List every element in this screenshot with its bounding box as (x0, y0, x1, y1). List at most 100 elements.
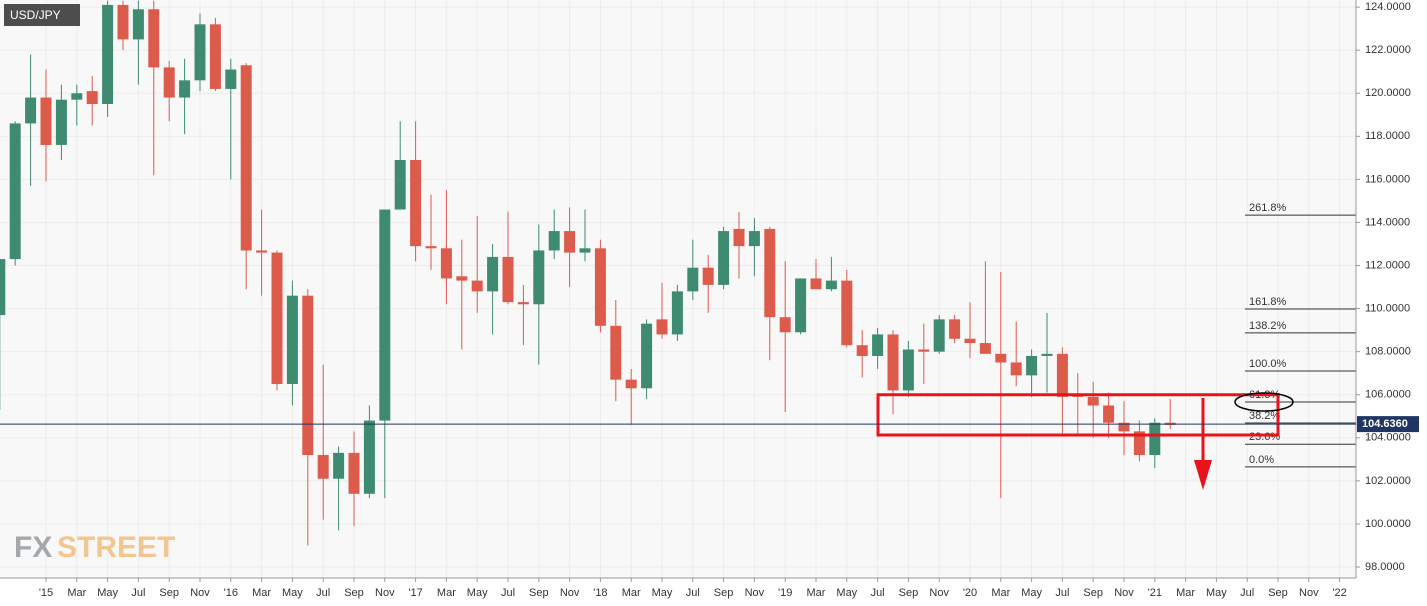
candle-body (471, 280, 483, 292)
candle-body (302, 295, 314, 456)
x-tick-label: Nov (929, 587, 949, 599)
grid (0, 0, 1356, 578)
candle-body (579, 248, 591, 253)
x-tick-label: Sep (1268, 587, 1288, 599)
arrow-head (1194, 460, 1212, 490)
candle-body (933, 319, 945, 352)
plot-background (0, 0, 1356, 578)
candle-body (256, 250, 268, 253)
y-tick-label: 106.0000 (1365, 389, 1411, 401)
x-tick-label: Sep (529, 587, 549, 599)
candle-body (1118, 422, 1130, 432)
x-tick-label: Jul (131, 587, 145, 599)
fib-label: 161.8% (1249, 296, 1287, 308)
candle-body (487, 256, 499, 292)
candle-body (1026, 355, 1038, 376)
candle-body (440, 248, 452, 279)
y-tick-label: 116.0000 (1365, 173, 1410, 185)
x-tick-label: Mar (437, 587, 456, 599)
x-tick-label: '16 (224, 587, 238, 599)
x-tick-label: Nov (1114, 587, 1134, 599)
candle-body (795, 278, 807, 333)
x-tick-label: '17 (408, 587, 422, 599)
candle-body (964, 338, 976, 344)
x-tick-label: Sep (714, 587, 734, 599)
candle-body (610, 325, 622, 380)
y-tick-label: 120.0000 (1365, 87, 1411, 99)
x-tick-label: Jul (501, 587, 515, 599)
candle-body (71, 93, 83, 100)
watermark-fx: FX (14, 531, 52, 564)
candle-body (102, 4, 114, 105)
y-tick-label: 112.0000 (1365, 259, 1410, 271)
candle-body (1103, 405, 1115, 423)
candle-body (9, 123, 21, 260)
candle-body (0, 259, 6, 316)
watermark-street: STREET (57, 531, 175, 564)
x-tick-label: Sep (344, 587, 364, 599)
candle-body (733, 228, 745, 247)
highlight-ellipse (1234, 392, 1294, 412)
y-tick-label: 118.0000 (1365, 130, 1410, 142)
candle-body (148, 9, 160, 68)
x-tick-label: '21 (1148, 587, 1162, 599)
x-tick-label: Mar (67, 587, 86, 599)
y-tick-label: 100.0000 (1365, 518, 1411, 530)
candle-body (1041, 353, 1053, 356)
candle-body (348, 452, 360, 494)
x-tick-label: Jul (1240, 587, 1254, 599)
candle-body (517, 302, 529, 305)
candle-body (240, 65, 252, 251)
x-tick-label: May (282, 587, 303, 599)
x-tick-label: Jul (1055, 587, 1069, 599)
last-price-label: 104.6360 (1362, 418, 1408, 430)
fib-label: 100.0% (1249, 358, 1287, 370)
fib-label: 138.2% (1249, 320, 1287, 332)
fib-label: 23.6% (1249, 431, 1280, 443)
candle-body (271, 252, 283, 384)
candle-body (810, 278, 822, 290)
candle-body (564, 231, 576, 253)
candle-body (179, 80, 191, 98)
candle-body (656, 319, 668, 335)
candle-body (317, 455, 329, 479)
candle-body (1010, 362, 1022, 376)
y-tick-label: 122.0000 (1365, 44, 1411, 56)
candle-body (1056, 353, 1068, 397)
candle-body (1149, 422, 1161, 456)
x-tick-label: Jul (316, 587, 330, 599)
fib-label: 38.2% (1249, 410, 1280, 422)
candle-body (702, 267, 714, 285)
candle-body (225, 69, 237, 89)
x-tick-label: '18 (593, 587, 607, 599)
x-tick-label: '19 (778, 587, 792, 599)
candle-body (748, 231, 760, 247)
candle-body (425, 246, 437, 249)
candle-body (363, 420, 375, 494)
candle-body (209, 24, 221, 89)
candle-body (641, 323, 653, 389)
candle-body (979, 343, 991, 354)
candle-body (625, 379, 637, 389)
x-tick-label: Mar (622, 587, 641, 599)
x-tick-label: Sep (159, 587, 179, 599)
x-tick-label: May (467, 587, 488, 599)
candle-body (132, 9, 144, 40)
candle-body (533, 250, 545, 305)
x-tick-label: May (652, 587, 673, 599)
last-price-box (1357, 416, 1419, 433)
candle-body (410, 160, 422, 247)
x-tick-label: May (1206, 587, 1227, 599)
x-tick-label: Nov (560, 587, 580, 599)
x-tick-label: '15 (39, 587, 53, 599)
candle-body (594, 248, 606, 326)
x-tick-label: Jul (686, 587, 700, 599)
x-tick-label: Mar (991, 587, 1010, 599)
candle-body (286, 295, 298, 384)
candle-body (456, 276, 468, 281)
candle-body (379, 209, 391, 421)
x-tick-label: Sep (1083, 587, 1103, 599)
fib-label: 0.0% (1249, 454, 1274, 466)
